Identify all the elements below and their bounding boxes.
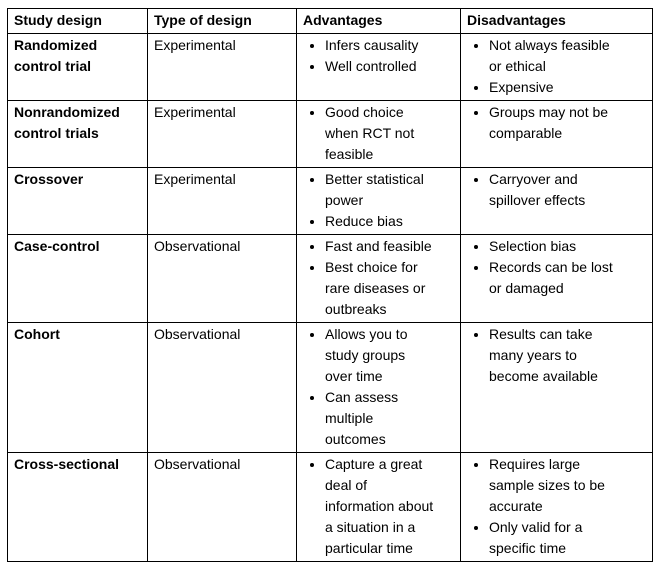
header-disadvantages: Disadvantages — [460, 8, 653, 34]
table-row: Case-control Observational Fast and feas… — [7, 234, 653, 323]
table-row: Cross-sectional Observational Capture a … — [7, 452, 653, 562]
advantages-cell: Better statistical power Reduce bias — [296, 167, 461, 235]
advantages-list: Allows you to study groups over time Can… — [303, 324, 435, 450]
disadvantage-item: Only valid for a specific time — [489, 517, 619, 559]
study-design-cell: Cohort — [7, 322, 148, 453]
header-advantages: Advantages — [296, 8, 461, 34]
advantage-item: Infers causality — [325, 35, 435, 56]
advantage-item: Fast and feasible — [325, 236, 435, 257]
study-design-cell: Randomized control trial — [7, 33, 148, 101]
advantages-list: Better statistical power Reduce bias — [303, 169, 435, 232]
table-row: Nonrandomized control trials Experimenta… — [7, 100, 653, 168]
advantages-cell: Allows you to study groups over time Can… — [296, 322, 461, 453]
table-row: Crossover Experimental Better statistica… — [7, 167, 653, 235]
table-header-row: Study design Type of design Advantages D… — [7, 8, 653, 34]
header-study-design: Study design — [7, 8, 148, 34]
type-cell: Experimental — [147, 167, 297, 235]
advantage-item: Well controlled — [325, 56, 435, 77]
advantage-item: Better statistical power — [325, 169, 435, 211]
disadvantage-item: Requires large sample sizes to be accura… — [489, 454, 619, 517]
advantage-item: Can assess multiple outcomes — [325, 387, 435, 450]
disadvantage-item: Selection bias — [489, 236, 619, 257]
type-cell: Observational — [147, 322, 297, 453]
study-design-cell: Crossover — [7, 167, 148, 235]
advantage-item: Best choice for rare diseases or outbrea… — [325, 257, 435, 320]
disadvantages-list: Groups may not be comparable — [467, 102, 619, 144]
study-design-cell: Case-control — [7, 234, 148, 323]
advantages-cell: Fast and feasible Best choice for rare d… — [296, 234, 461, 323]
advantages-list: Capture a great deal of information abou… — [303, 454, 435, 559]
disadvantages-cell: Selection bias Records can be lost or da… — [460, 234, 653, 323]
advantage-item: Capture a great deal of information abou… — [325, 454, 435, 559]
advantage-item: Reduce bias — [325, 211, 435, 232]
disadvantages-cell: Groups may not be comparable — [460, 100, 653, 168]
study-design-cell: Nonrandomized control trials — [7, 100, 148, 168]
disadvantages-list: Requires large sample sizes to be accura… — [467, 454, 619, 559]
type-cell: Observational — [147, 234, 297, 323]
disadvantage-item: Records can be lost or damaged — [489, 257, 619, 299]
disadvantages-list: Results can take many years to become av… — [467, 324, 619, 387]
advantages-list: Infers causality Well controlled — [303, 35, 435, 77]
disadvantages-cell: Carryover and spillover effects — [460, 167, 653, 235]
advantage-item: Allows you to study groups over time — [325, 324, 435, 387]
disadvantages-list: Not always feasible or ethical Expensive — [467, 35, 619, 98]
type-cell: Observational — [147, 452, 297, 562]
header-type-of-design: Type of design — [147, 8, 297, 34]
table-row: Randomized control trial Experimental In… — [7, 33, 653, 101]
disadvantage-item: Groups may not be comparable — [489, 102, 619, 144]
disadvantage-item: Carryover and spillover effects — [489, 169, 619, 211]
type-cell: Experimental — [147, 33, 297, 101]
disadvantage-item: Results can take many years to become av… — [489, 324, 619, 387]
disadvantages-list: Carryover and spillover effects — [467, 169, 619, 211]
advantages-cell: Capture a great deal of information abou… — [296, 452, 461, 562]
study-design-cell: Cross-sectional — [7, 452, 148, 562]
advantage-item: Good choice when RCT not feasible — [325, 102, 435, 165]
advantages-cell: Good choice when RCT not feasible — [296, 100, 461, 168]
advantages-list: Fast and feasible Best choice for rare d… — [303, 236, 435, 320]
table-row: Cohort Observational Allows you to study… — [7, 322, 653, 453]
disadvantages-list: Selection bias Records can be lost or da… — [467, 236, 619, 299]
disadvantages-cell: Requires large sample sizes to be accura… — [460, 452, 653, 562]
type-cell: Experimental — [147, 100, 297, 168]
advantages-list: Good choice when RCT not feasible — [303, 102, 435, 165]
disadvantages-cell: Results can take many years to become av… — [460, 322, 653, 453]
study-design-table: Study design Type of design Advantages D… — [7, 8, 653, 562]
disadvantage-item: Expensive — [489, 77, 619, 98]
disadvantages-cell: Not always feasible or ethical Expensive — [460, 33, 653, 101]
advantages-cell: Infers causality Well controlled — [296, 33, 461, 101]
disadvantage-item: Not always feasible or ethical — [489, 35, 619, 77]
